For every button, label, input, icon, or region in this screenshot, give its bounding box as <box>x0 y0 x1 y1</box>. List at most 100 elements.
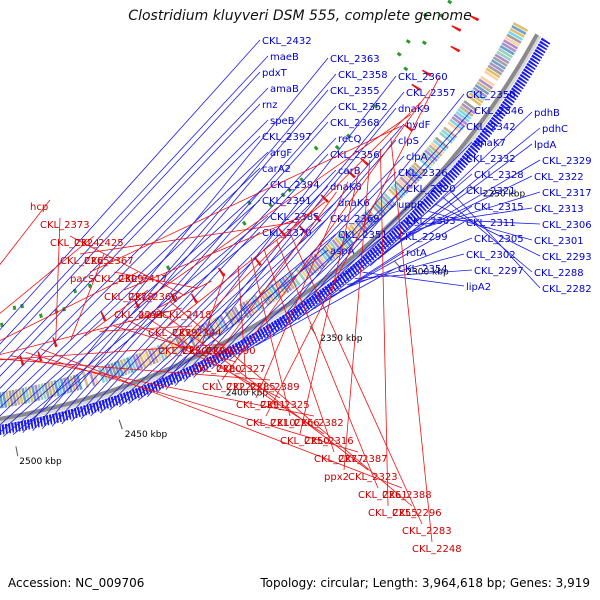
reverse-gene-label: CKL_2366 <box>128 292 178 303</box>
forward-gene-arrow <box>503 98 513 106</box>
gene-leader-line <box>128 233 337 405</box>
reverse-gene-label: CKL_2390 <box>206 346 256 357</box>
feature-band-segment <box>417 156 432 170</box>
kbp-tick <box>15 446 19 457</box>
forward-gene-label: CKL_2360 <box>398 72 448 83</box>
gene-leader-line <box>193 155 405 378</box>
kbp-label: 2300 kbp <box>406 267 449 277</box>
feature-band-segment <box>227 309 238 325</box>
feature-band-segment <box>463 100 478 112</box>
feature-band-segment <box>413 161 427 175</box>
forward-gene-arrow <box>179 369 185 380</box>
rna-gene-mark <box>346 133 352 139</box>
feature-band-segment <box>11 389 18 406</box>
reverse-gene-label: pacS <box>70 274 94 285</box>
gene-leader-line <box>80 153 329 420</box>
forward-gene-arrow <box>234 342 241 353</box>
gene-leader-line <box>221 89 431 381</box>
forward-gene-arrow <box>529 57 539 65</box>
feature-band-segment <box>297 265 309 280</box>
forward-gene-arrow <box>427 193 436 203</box>
feature-band-segment <box>159 343 169 360</box>
gene-leader-line <box>237 265 247 381</box>
gene-leader-line <box>170 301 413 507</box>
forward-gene-arrow <box>507 92 517 101</box>
gene-leader-line <box>421 218 541 225</box>
forward-gene-label: CKL_2342 <box>466 122 516 133</box>
rna-gene-mark <box>268 202 273 208</box>
reverse-gene-label: CKL_2417 <box>118 274 168 285</box>
map-title: Clostridium kluyveri DSM 555, complete g… <box>128 8 472 24</box>
forward-gene-arrow <box>26 419 31 430</box>
forward-gene-arrow <box>496 108 506 117</box>
gene-leader-line <box>0 167 261 417</box>
forward-gene-arrow <box>101 399 106 410</box>
forward-gene-arrow <box>318 289 326 299</box>
gene-leader-line <box>289 141 473 326</box>
gene-leader-line <box>265 77 440 417</box>
reverse-gene-label: CKL_2296 <box>392 508 442 519</box>
forward-gene-arrow <box>451 167 460 176</box>
feature-band-segment <box>426 146 441 160</box>
gene-leader-line <box>165 107 397 390</box>
reverse-gene-label: CKL_2425 <box>74 238 124 249</box>
reverse-gene-label: ppx2 <box>324 472 349 483</box>
forward-gene-label: argF <box>270 148 292 159</box>
feature-band-segment <box>455 110 470 123</box>
forward-gene-arrow <box>220 350 227 361</box>
feature-band-segment <box>122 358 131 375</box>
forward-gene-arrow <box>251 333 258 343</box>
forward-gene-label: clpS <box>398 136 419 147</box>
feature-band-segment <box>281 276 293 292</box>
feature-band-segment <box>27 386 34 403</box>
reverse-gene-label: CKL_2324 <box>50 238 100 249</box>
forward-gene-label: CKL_2356 <box>330 150 380 161</box>
gene-leader-line <box>156 308 369 471</box>
gene-leader-line <box>237 235 397 356</box>
forward-gene-arrow <box>485 124 495 133</box>
forward-gene-arrow <box>191 364 197 375</box>
forward-gene-arrow <box>336 275 345 286</box>
reverse-gene-arrow <box>421 69 432 77</box>
accession-label: Accession: NC_009706 <box>8 576 145 590</box>
forward-gene-label: CKL_2358 <box>338 70 388 81</box>
forward-gene-label: CKL_2288 <box>534 268 584 279</box>
forward-gene-label: lpdA <box>534 140 556 151</box>
feature-band-segment <box>373 202 387 216</box>
forward-gene-label: CKL_2328 <box>474 170 524 181</box>
kbp-label: 2250 kbp <box>483 190 526 200</box>
reverse-gene-label: CKL_2278 <box>104 292 154 303</box>
rna-gene-mark <box>421 40 427 46</box>
forward-gene-label: speB <box>270 116 295 127</box>
feature-band-segment <box>376 199 390 214</box>
reverse-gene-arrow <box>320 194 330 203</box>
reverse-gene-label: CKL_2222 <box>202 382 252 393</box>
gene-leader-line <box>299 170 360 435</box>
reverse-gene-label: CKL_2344 <box>172 328 222 339</box>
forward-gene-arrow <box>500 103 510 112</box>
forward-gene-arrow <box>61 411 66 422</box>
gene-leader-line <box>113 271 199 289</box>
feature-band-segment <box>388 188 402 202</box>
forward-gene-arrow <box>308 296 316 307</box>
forward-gene-label: pdhC <box>542 124 568 135</box>
forward-gene-arrow <box>534 48 544 56</box>
gene-leader-line <box>109 201 337 411</box>
reverse-gene-label: CKL_2325 <box>260 400 310 411</box>
kbp-label: 2400 kbp <box>226 389 269 399</box>
forward-gene-label: CKL_2317 <box>542 188 592 199</box>
rna-gene-mark <box>447 0 453 5</box>
feature-band-segment <box>349 224 362 239</box>
feature-band-segment <box>501 42 517 53</box>
feature-band-segment <box>453 113 468 126</box>
feature-band-segment <box>275 280 287 296</box>
forward-gene-label: CKL_2303 <box>406 216 456 227</box>
gene-leader-line <box>435 203 541 257</box>
forward-gene-arrow <box>420 200 429 210</box>
forward-gene-label: CKL_2313 <box>534 204 584 215</box>
feature-band-segment <box>496 50 512 62</box>
reverse-gene-label: CKL_2280 <box>192 364 242 375</box>
gene-leader-line <box>177 102 421 345</box>
forward-gene-label: CKL_2322 <box>534 172 584 183</box>
forward-gene-arrow <box>223 348 229 359</box>
